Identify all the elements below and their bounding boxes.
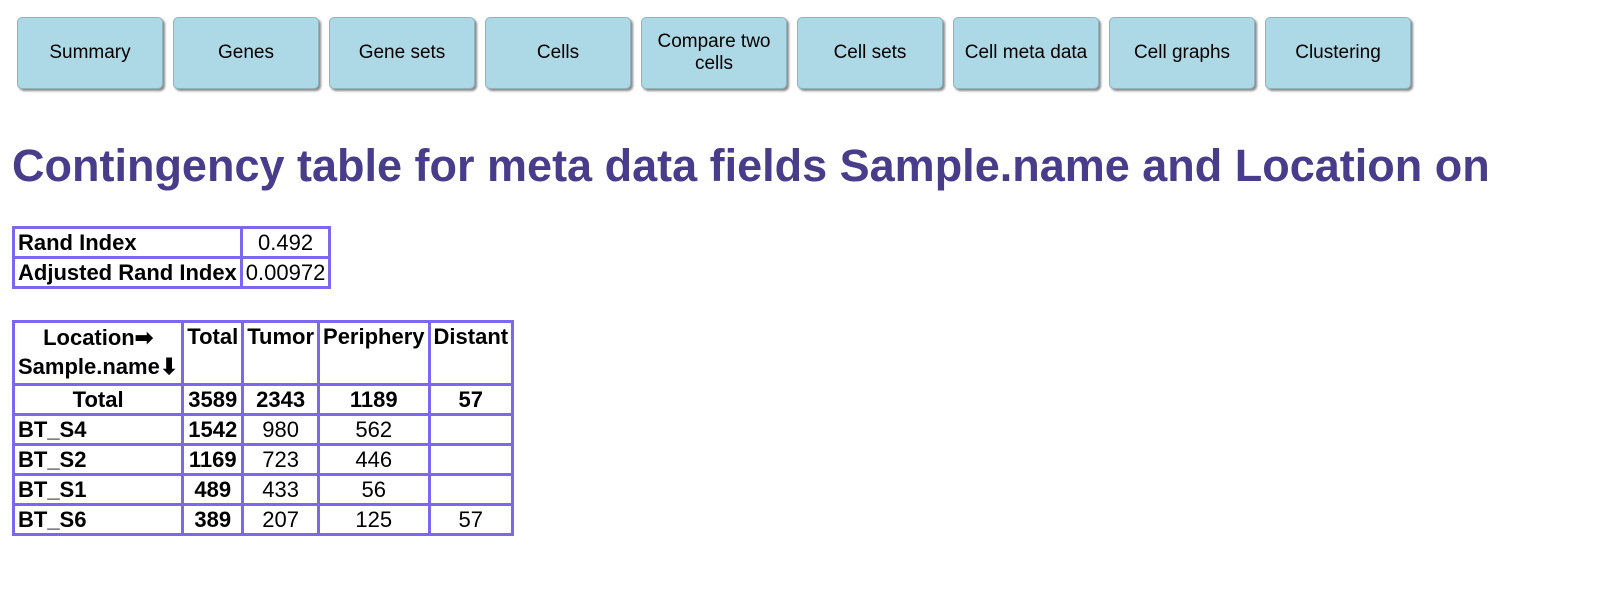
cell-distant: 57 xyxy=(427,503,515,536)
cell-total-total: 3589 xyxy=(181,383,245,416)
row-header-sample: BT_S4 xyxy=(11,413,185,446)
cell-sets-button[interactable]: Cell sets xyxy=(797,17,943,89)
cell-periphery: 446 xyxy=(317,443,431,476)
corner-header: Location➡ Sample.name⬇ xyxy=(11,320,185,386)
cell-distant xyxy=(427,443,515,476)
table-row: BT_S6 389 207 125 57 xyxy=(11,503,515,536)
table-row: Rand Index 0.492 xyxy=(12,226,332,259)
cell-tumor: 433 xyxy=(241,473,321,506)
cell-distant xyxy=(427,473,515,506)
cell-periphery: 562 xyxy=(317,413,431,446)
total-row: Total 3589 2343 1189 57 xyxy=(11,383,515,416)
table-row: BT_S4 1542 980 562 xyxy=(11,413,515,446)
page-title: Contingency table for meta data fields S… xyxy=(12,140,1490,191)
adjusted-rand-index-value: 0.00972 xyxy=(239,256,332,289)
summary-button[interactable]: Summary xyxy=(17,17,163,89)
compare-two-cells-button[interactable]: Compare two cells xyxy=(641,17,787,89)
cell-tumor: 980 xyxy=(241,413,321,446)
column-header-periphery: Periphery xyxy=(317,320,431,386)
location-axis-label: Location➡ xyxy=(43,325,154,350)
cell-row-total: 1542 xyxy=(181,413,245,446)
cell-periphery: 125 xyxy=(317,503,431,536)
cell-tumor: 723 xyxy=(241,443,321,476)
cells-button[interactable]: Cells xyxy=(485,17,631,89)
cell-total-tumor: 2343 xyxy=(241,383,321,416)
cell-row-total: 1169 xyxy=(181,443,245,476)
rand-index-label: Rand Index xyxy=(12,226,243,259)
cell-periphery: 56 xyxy=(317,473,431,506)
contingency-table: Location➡ Sample.name⬇ Total Tumor Perip… xyxy=(11,320,515,536)
cell-distant xyxy=(427,413,515,446)
row-header-sample: BT_S2 xyxy=(11,443,185,476)
cell-graphs-button[interactable]: Cell graphs xyxy=(1109,17,1255,89)
row-header-sample: BT_S6 xyxy=(11,503,185,536)
table-row: BT_S1 489 433 56 xyxy=(11,473,515,506)
table-row: BT_S2 1169 723 446 xyxy=(11,443,515,476)
table-row: Adjusted Rand Index 0.00972 xyxy=(12,256,332,289)
column-header-distant: Distant xyxy=(427,320,515,386)
cell-row-total: 489 xyxy=(181,473,245,506)
rand-index-value: 0.492 xyxy=(239,226,332,259)
column-header-tumor: Tumor xyxy=(241,320,321,386)
sample-name-axis-label: Sample.name⬇ xyxy=(18,354,179,379)
column-header-total: Total xyxy=(181,320,245,386)
cell-total-periphery: 1189 xyxy=(317,383,431,416)
adjusted-rand-index-label: Adjusted Rand Index xyxy=(12,256,243,289)
rand-index-table: Rand Index 0.492 Adjusted Rand Index 0.0… xyxy=(12,226,332,289)
navigation-bar: Summary Genes Gene sets Cells Compare tw… xyxy=(17,17,1411,89)
header-row: Location➡ Sample.name⬇ Total Tumor Perip… xyxy=(11,320,515,386)
gene-sets-button[interactable]: Gene sets xyxy=(329,17,475,89)
cell-tumor: 207 xyxy=(241,503,321,536)
clustering-button[interactable]: Clustering xyxy=(1265,17,1411,89)
cell-meta-data-button[interactable]: Cell meta data xyxy=(953,17,1099,89)
row-header-sample: BT_S1 xyxy=(11,473,185,506)
cell-total-distant: 57 xyxy=(427,383,515,416)
genes-button[interactable]: Genes xyxy=(173,17,319,89)
row-header-total: Total xyxy=(11,383,185,416)
cell-row-total: 389 xyxy=(181,503,245,536)
